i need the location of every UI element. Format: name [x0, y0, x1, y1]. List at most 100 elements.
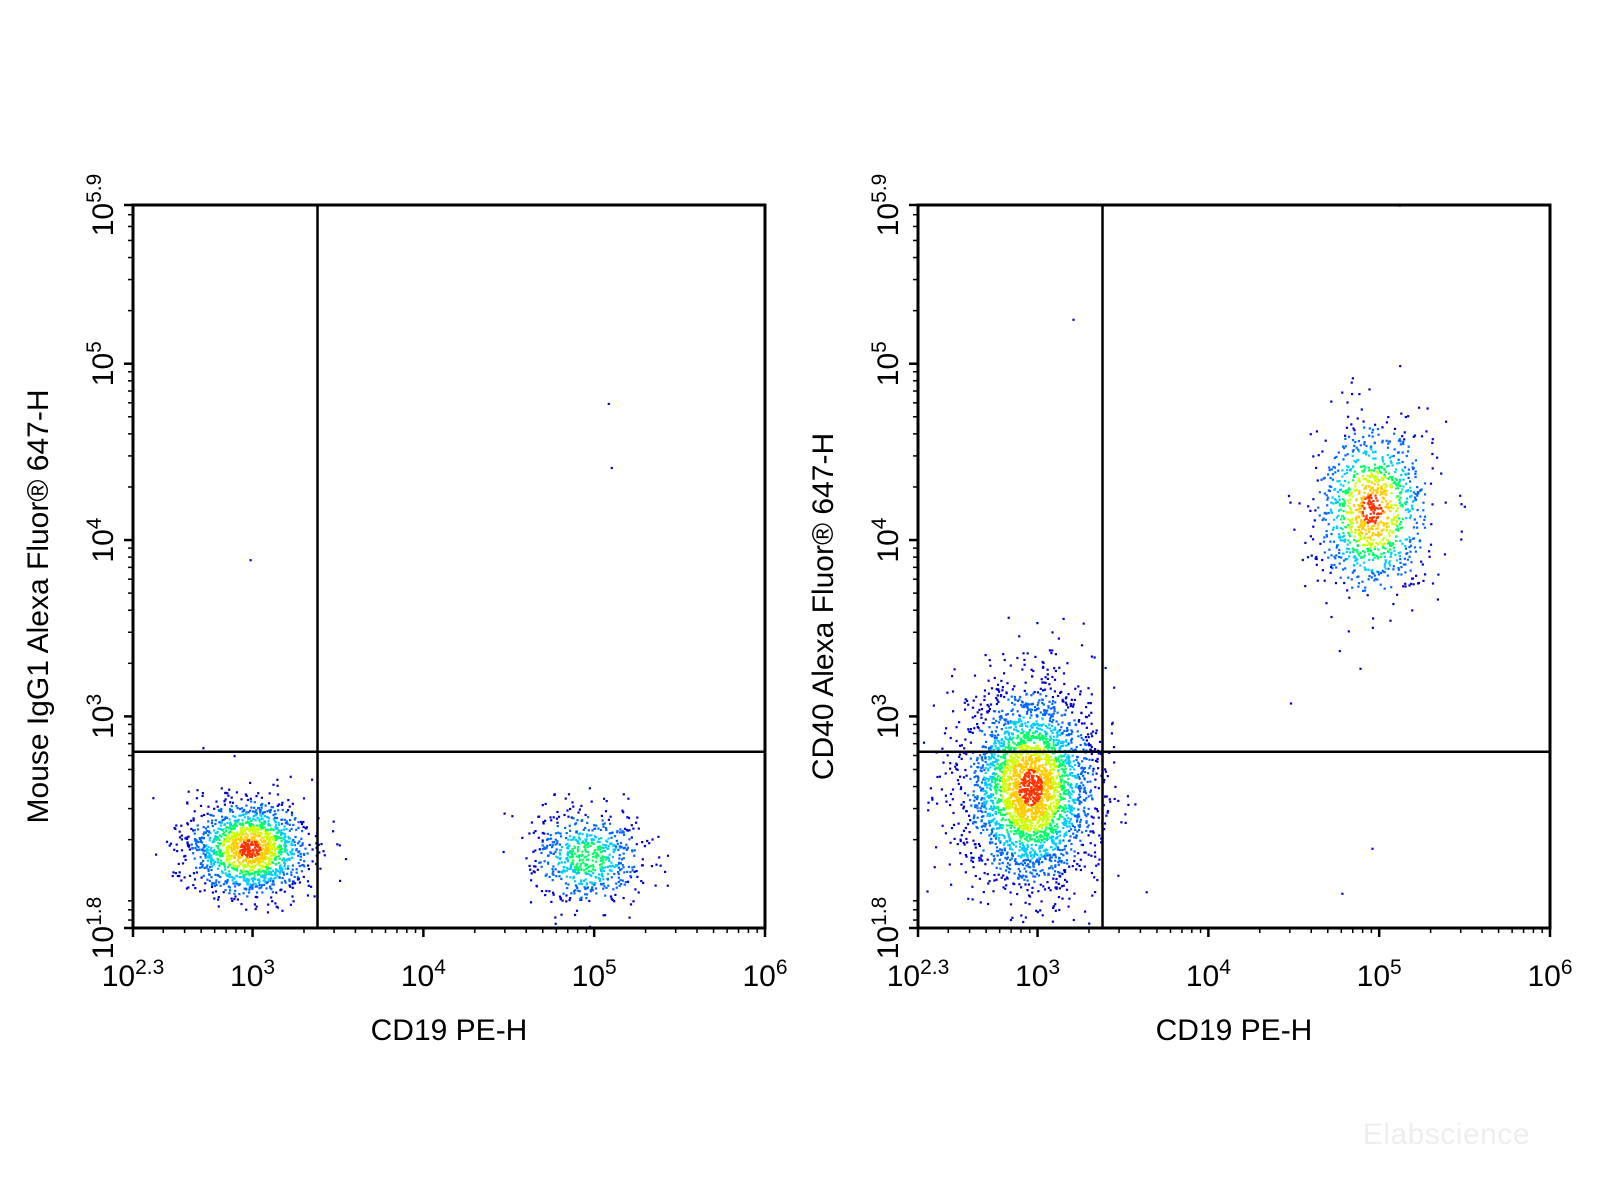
- event-dot: [1033, 791, 1036, 794]
- event-dot: [1018, 743, 1021, 746]
- event-dot: [1009, 720, 1012, 723]
- event-dot: [290, 843, 293, 846]
- event-dot: [1035, 832, 1038, 835]
- event-dot: [571, 848, 574, 851]
- event-dot: [1070, 733, 1073, 736]
- event-dot: [260, 832, 263, 835]
- event-dot: [241, 871, 244, 874]
- event-dot: [1020, 728, 1024, 731]
- event-dot: [1043, 709, 1046, 712]
- event-dot: [198, 866, 202, 869]
- event-dot: [958, 755, 961, 758]
- event-dot: [1021, 758, 1024, 761]
- event-dot: [995, 779, 999, 782]
- event-dot: [976, 795, 979, 798]
- event-dot: [264, 840, 267, 843]
- event-dot: [234, 868, 237, 871]
- event-dot: [582, 840, 585, 843]
- event-dot: [1020, 766, 1023, 769]
- event-dot: [1075, 835, 1078, 838]
- event-dot: [580, 804, 583, 807]
- event-dot: [260, 867, 263, 870]
- event-dot: [981, 759, 984, 762]
- event-dot: [990, 828, 993, 831]
- event-dot: [982, 745, 985, 748]
- event-dot: [1035, 775, 1038, 778]
- event-dot: [1052, 739, 1055, 742]
- event-dot: [311, 848, 314, 851]
- event-dot: [566, 853, 569, 856]
- event-dot: [1043, 888, 1047, 891]
- event-dot: [242, 876, 245, 879]
- event-dot: [1052, 906, 1055, 909]
- event-dot: [304, 847, 307, 850]
- event-dot: [621, 864, 624, 867]
- event-dot: [574, 889, 577, 892]
- event-dot: [256, 831, 260, 834]
- event-dot: [999, 718, 1002, 721]
- event-dot: [1001, 826, 1004, 830]
- event-dot: [995, 726, 998, 729]
- event-dot: [276, 874, 279, 877]
- event-dot: [1041, 838, 1044, 842]
- event-dot: [1045, 815, 1048, 818]
- event-dot: [1024, 744, 1027, 747]
- event-dot: [283, 833, 286, 836]
- event-dot: [278, 857, 281, 860]
- event-dot: [565, 869, 569, 872]
- event-dot: [242, 850, 245, 853]
- event-dot: [1039, 786, 1042, 789]
- event-dot: [1077, 824, 1080, 827]
- event-dot: [959, 787, 962, 791]
- event-dot: [579, 897, 582, 900]
- event-dot: [1089, 789, 1093, 792]
- event-dot: [186, 822, 189, 825]
- event-dot: [969, 730, 972, 734]
- event-dot: [1027, 863, 1030, 866]
- event-dot: [1039, 909, 1042, 912]
- event-dot: [313, 895, 316, 898]
- event-dot: [1024, 703, 1027, 706]
- event-dot: [1073, 850, 1076, 853]
- event-dot: [1003, 723, 1006, 727]
- event-dot: [987, 779, 990, 782]
- event-dot: [1043, 711, 1046, 715]
- event-dot: [246, 844, 249, 847]
- event-dot: [199, 804, 203, 807]
- event-dot: [320, 843, 323, 846]
- event-dot: [1008, 863, 1011, 866]
- event-dot: [1041, 718, 1044, 721]
- event-dot: [617, 861, 621, 864]
- event-dot: [1005, 737, 1008, 740]
- event-dot: [577, 866, 580, 870]
- event-dot: [245, 857, 248, 860]
- event-dot: [1003, 814, 1006, 817]
- event-dot: [572, 859, 575, 862]
- event-dot: [1071, 865, 1074, 868]
- event-dot: [268, 836, 271, 839]
- event-dot: [1067, 742, 1070, 745]
- event-dot: [576, 869, 579, 872]
- event-dot: [573, 836, 576, 839]
- event-dot: [1051, 787, 1055, 790]
- event-dot: [1014, 858, 1017, 861]
- event-dot: [239, 831, 242, 834]
- event-dot: [1037, 860, 1040, 863]
- event-dot: [541, 839, 544, 842]
- event-dot: [207, 868, 210, 871]
- event-dot: [946, 691, 949, 694]
- event-dot: [1049, 687, 1052, 690]
- event-dot: [248, 888, 251, 891]
- event-dot: [603, 856, 606, 859]
- event-dot: [1002, 843, 1006, 846]
- event-dot: [984, 863, 987, 866]
- event-dot: [234, 865, 237, 868]
- event-dot: [553, 841, 556, 844]
- event-dot: [994, 788, 997, 792]
- event-dot: [232, 840, 235, 844]
- event-dot: [1054, 865, 1057, 868]
- event-dot: [203, 866, 206, 869]
- event-dot: [1072, 918, 1075, 922]
- event-dot: [251, 840, 254, 843]
- event-dot: [232, 849, 235, 852]
